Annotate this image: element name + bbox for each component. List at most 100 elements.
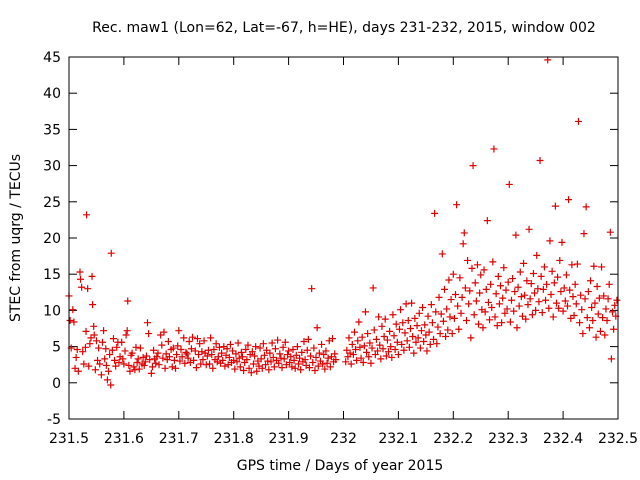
data-point: [605, 280, 613, 288]
y-tick-label: 30: [43, 159, 61, 175]
data-point: [409, 332, 417, 340]
data-point: [566, 286, 574, 294]
data-point: [322, 347, 330, 355]
data-point: [412, 338, 420, 346]
data-point: [600, 292, 608, 300]
data-point: [196, 340, 204, 348]
data-point: [548, 267, 556, 275]
data-point: [291, 364, 299, 372]
data-point: [553, 299, 561, 307]
data-point: [356, 343, 364, 351]
data-point: [441, 285, 449, 293]
data-point: [288, 363, 296, 371]
data-point: [513, 324, 521, 332]
data-point: [423, 347, 431, 355]
data-point: [511, 288, 519, 296]
data-point: [498, 319, 506, 327]
data-point: [372, 335, 380, 343]
data-point: [428, 319, 436, 327]
data-point: [296, 354, 304, 362]
data-point: [235, 354, 243, 362]
data-point: [323, 359, 331, 367]
data-point: [386, 327, 394, 335]
data-point: [96, 360, 104, 368]
data-point: [606, 228, 614, 236]
data-point: [602, 305, 610, 313]
data-point: [424, 312, 432, 320]
data-point: [350, 328, 358, 336]
data-point: [69, 306, 77, 314]
data-point: [492, 290, 500, 298]
data-point: [565, 196, 573, 204]
data-point: [369, 284, 377, 292]
data-point: [546, 237, 554, 245]
data-point: [77, 275, 85, 283]
data-point: [233, 358, 241, 366]
data-point: [305, 364, 313, 372]
x-tick-label: 232: [330, 431, 357, 447]
data-point: [394, 351, 402, 359]
data-point: [311, 366, 319, 374]
chart-title: Rec. maw1 (Lon=62, Lat=-67, h=HE), days …: [92, 20, 596, 36]
y-tick-label: 20: [43, 231, 61, 247]
data-point: [281, 338, 289, 346]
data-point: [378, 322, 386, 330]
data-point: [475, 320, 483, 328]
y-tick-labels: -5 0 5 10 15 20 25 30 35 40 45: [43, 50, 61, 428]
data-point: [404, 317, 412, 325]
data-point: [198, 348, 206, 356]
data-point: [320, 351, 328, 359]
x-tick-label: 231.7: [159, 431, 199, 447]
data-point: [444, 326, 452, 334]
data-point: [321, 365, 329, 373]
data-point: [464, 256, 472, 264]
data-point: [74, 367, 82, 375]
data-point: [558, 238, 566, 246]
data-point: [85, 362, 93, 370]
data-point: [277, 354, 285, 362]
data-point: [611, 301, 619, 309]
data-point: [591, 299, 599, 307]
data-point: [90, 322, 98, 330]
data-point: [122, 331, 130, 339]
data-point: [462, 317, 470, 325]
x-tick-label: 231.5: [49, 431, 89, 447]
data-point: [79, 348, 87, 356]
data-point: [191, 347, 199, 355]
data-point: [111, 356, 119, 364]
data-point: [436, 330, 444, 338]
data-point: [360, 342, 368, 350]
data-point: [495, 300, 503, 308]
data-point: [411, 314, 419, 322]
data-point: [169, 344, 177, 352]
data-point: [549, 313, 557, 321]
data-point: [242, 345, 250, 353]
data-point: [153, 353, 161, 361]
data-point: [551, 202, 559, 210]
data-point: [303, 346, 311, 354]
data-point: [278, 364, 286, 372]
data-point: [177, 345, 185, 353]
data-point: [314, 362, 322, 370]
data-point: [253, 367, 261, 375]
data-point: [78, 283, 86, 291]
data-point: [395, 325, 403, 333]
data-point: [165, 353, 173, 361]
data-point: [547, 290, 555, 298]
data-point: [468, 264, 476, 272]
data-point: [100, 327, 108, 335]
data-point: [136, 344, 144, 352]
data-point: [98, 338, 106, 346]
data-point: [588, 304, 596, 312]
data-point: [531, 289, 539, 297]
data-point: [91, 366, 99, 374]
data-point: [433, 340, 441, 348]
data-point: [84, 285, 92, 293]
data-point: [503, 305, 511, 313]
data-point: [361, 308, 369, 316]
data-point: [457, 309, 465, 317]
data-point: [184, 354, 192, 362]
data-point: [300, 338, 308, 346]
data-point: [368, 344, 376, 352]
data-point: [397, 306, 405, 314]
